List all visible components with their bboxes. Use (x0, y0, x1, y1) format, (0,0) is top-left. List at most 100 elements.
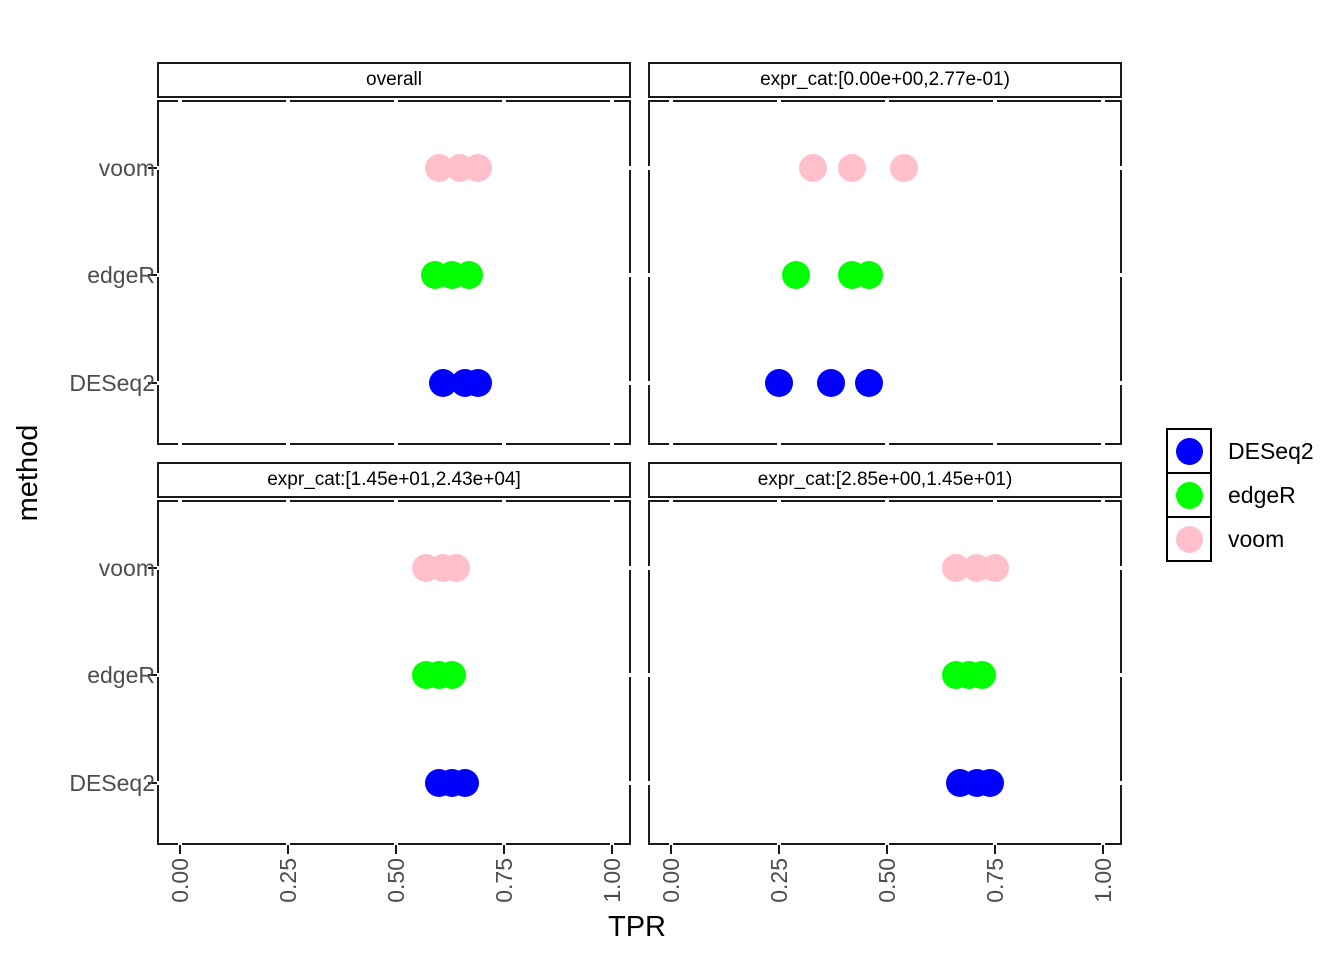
x-axis-tick (670, 845, 672, 854)
y-tick-label: edgeR (87, 662, 155, 688)
axis-tick-gap (1117, 381, 1124, 385)
y-axis-tick (148, 567, 157, 569)
y-axis-tick (148, 674, 157, 676)
axis-tick-gap (884, 840, 889, 847)
axis-tick-gap (178, 498, 182, 505)
x-tick-label: 1.00 (598, 858, 625, 960)
facet-strip: expr_cat:[2.85e+00,1.45e+01) (648, 462, 1122, 498)
axis-tick-gap (609, 440, 614, 447)
axis-tick-gap (626, 781, 633, 785)
facet-panel (157, 500, 631, 845)
axis-tick-gap (776, 840, 781, 847)
x-axis-tick (1101, 845, 1104, 854)
axis-tick-gap (501, 498, 506, 505)
axis-tick-gap (155, 566, 162, 570)
x-axis-tick (179, 845, 181, 854)
facet-title: expr_cat:[1.45e+01,2.43e+04] (267, 469, 521, 490)
axis-tick-gap (1100, 440, 1105, 447)
axis-tick-gap (155, 273, 162, 277)
facet-strip: expr_cat:[0.00e+00,2.77e-01) (648, 62, 1122, 98)
y-axis-tick (148, 274, 157, 276)
x-tick-label: 0.00 (167, 858, 193, 960)
facet-panel (648, 100, 1122, 445)
x-axis-tick (286, 845, 289, 854)
x-tick-label-text: 0.75 (981, 858, 1008, 903)
axis-tick-gap (501, 840, 506, 847)
axis-tick-gap (646, 673, 653, 677)
x-tick-label-text: 0.25 (274, 858, 301, 903)
axis-tick-gap (609, 840, 614, 847)
y-axis-tick (148, 382, 157, 384)
axis-tick-gap (992, 440, 997, 447)
legend-label: edgeR (1228, 482, 1296, 508)
axis-tick-gap (626, 381, 633, 385)
data-point (967, 661, 996, 689)
axis-tick-gap (609, 498, 614, 505)
axis-tick-gap (626, 673, 633, 677)
legend-key-dot (1175, 525, 1203, 553)
x-axis-tick (502, 845, 505, 854)
y-axis-tick (148, 782, 157, 784)
axis-tick-gap (1117, 166, 1124, 170)
x-tick-label: 0.25 (765, 858, 792, 960)
data-point (442, 554, 471, 582)
x-axis-tick (610, 845, 613, 854)
x-axis-tick (394, 845, 397, 854)
facet-title: expr_cat:[2.85e+00,1.45e+01) (757, 469, 1013, 490)
axis-tick-gap (626, 273, 633, 277)
axis-tick-gap (884, 498, 889, 505)
data-point (855, 369, 884, 397)
data-point (976, 769, 1005, 797)
axis-tick-gap (626, 566, 633, 570)
legend-key (1166, 472, 1212, 518)
axis-tick-gap (776, 98, 781, 105)
axis-tick-gap (393, 440, 398, 447)
axis-tick-gap (1117, 781, 1124, 785)
axis-tick-gap (178, 840, 182, 847)
axis-tick-gap (669, 440, 673, 447)
axis-tick-gap (646, 166, 653, 170)
axis-tick-gap (285, 498, 290, 505)
data-point (838, 154, 867, 182)
data-point (980, 554, 1009, 582)
x-tick-label-text: 0.25 (765, 858, 792, 903)
axis-tick-gap (285, 98, 290, 105)
axis-tick-gap (884, 98, 889, 105)
legend-label: DESeq2 (1228, 438, 1314, 464)
axis-tick-gap (155, 781, 162, 785)
x-axis-title: TPR (608, 911, 666, 943)
axis-tick-gap (646, 381, 653, 385)
axis-tick-gap (1117, 273, 1124, 277)
data-point (890, 154, 918, 182)
y-tick-label: DESeq2 (69, 770, 155, 796)
axis-tick-gap (155, 673, 162, 677)
x-tick-label-text: 0.50 (382, 858, 409, 903)
x-tick-label-text: 0.75 (490, 858, 517, 903)
data-point (855, 261, 884, 289)
x-tick-label: 0.50 (382, 858, 409, 960)
x-tick-label: 1.00 (1089, 858, 1116, 960)
legend-key (1166, 428, 1212, 474)
data-point (799, 154, 828, 182)
data-point (450, 769, 479, 797)
data-point (782, 261, 811, 289)
axis-tick-gap (646, 781, 653, 785)
x-tick-label-text: 1.00 (1089, 858, 1116, 903)
facet-panel (648, 500, 1122, 845)
legend-key-dot (1175, 481, 1203, 509)
x-tick-label-text: 1.00 (598, 858, 625, 903)
axis-tick-gap (609, 98, 614, 105)
axis-tick-gap (393, 840, 398, 847)
axis-tick-gap (669, 498, 673, 505)
data-point (463, 369, 492, 397)
x-tick-label: 0.75 (981, 858, 1008, 960)
axis-tick-gap (1100, 840, 1105, 847)
data-point (816, 369, 845, 397)
facet-title: expr_cat:[0.00e+00,2.77e-01) (760, 69, 1010, 90)
axis-tick-gap (501, 440, 506, 447)
axis-tick-gap (669, 840, 673, 847)
axis-tick-gap (155, 166, 162, 170)
facet-strip: overall (157, 62, 631, 98)
axis-tick-gap (626, 166, 633, 170)
axis-tick-gap (646, 273, 653, 277)
